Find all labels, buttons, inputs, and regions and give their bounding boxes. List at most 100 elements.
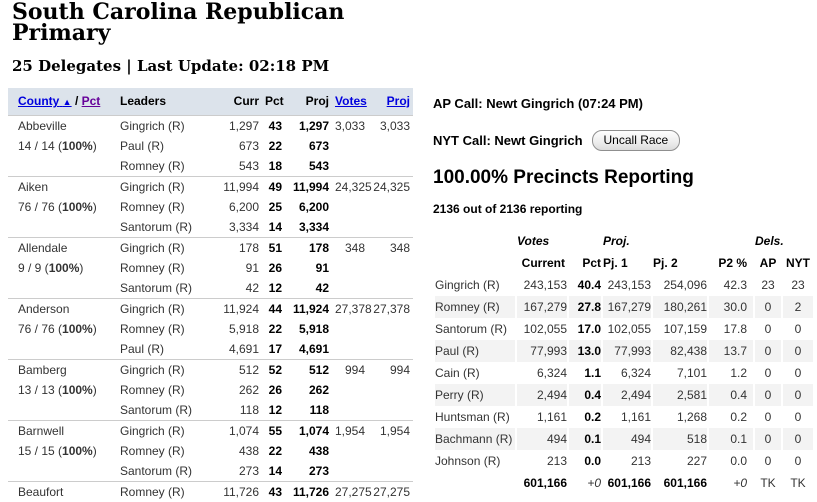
candidate-nyt-delegates: 0	[783, 384, 813, 406]
county-name: Abbeville	[18, 118, 67, 133]
sort-by-votes-link[interactable]: Votes	[335, 94, 367, 109]
p2pct-col-header: P2 %	[718, 256, 747, 270]
candidate-pj1: 6,324	[620, 366, 651, 380]
leader-curr-votes: 1,074	[212, 419, 262, 441]
totals-pj2: 601,166	[663, 476, 707, 490]
leader-name: Gingrich (R)	[120, 114, 212, 136]
candidate-pct: 17.0	[577, 322, 601, 336]
candidate-nyt-delegates: 0	[794, 454, 802, 468]
candidate-pj1: 1,161	[620, 410, 651, 424]
county-name-cell: Aiken 76 / 76 (100%)	[8, 175, 120, 237]
county-name: Anderson	[18, 301, 70, 316]
county-total-votes: 1,954	[332, 419, 368, 441]
county-header-cell: County ▲ / Pct	[8, 88, 120, 116]
proj-group-header: Proj.	[603, 234, 630, 248]
county-name: Bamberg	[18, 362, 67, 377]
precincts-reporting-detail: 2136 out of 2136 reporting	[433, 202, 583, 216]
sort-by-county-link[interactable]: County ▲	[18, 94, 72, 108]
county-proj-votes: 27,275	[368, 480, 413, 502]
candidate-pj1: 494	[603, 428, 651, 450]
county-leader-row: Romney (R) 91 26 91	[8, 258, 413, 278]
leader-proj-votes: 438	[308, 443, 329, 458]
county-total-votes	[332, 461, 368, 482]
candidate-ap-delegates: 0	[755, 428, 781, 450]
county-precincts: 9 / 9 (100%)	[18, 260, 84, 275]
totals-nyt-delegates: TK	[790, 476, 806, 490]
sort-by-pct-link[interactable]: Pct	[81, 94, 101, 109]
leader-pct: 18	[268, 158, 282, 173]
candidate-current-votes: 102,055	[523, 322, 567, 336]
uncall-race-button[interactable]: Uncall Race	[591, 130, 681, 151]
nyt-call-row: NYT Call: Newt Gingrich Uncall Race	[433, 130, 815, 151]
county-proj-votes	[368, 400, 413, 421]
county-proj-votes: 24,325	[368, 175, 413, 197]
leader-curr-votes: 4,691	[228, 341, 259, 356]
candidate-name: Perry (R)	[435, 384, 515, 406]
leader-proj-votes: 4,691	[298, 341, 329, 356]
county-leader-row: Romney (R) 438 22 438	[8, 441, 413, 461]
candidate-pj2: 518	[653, 428, 707, 450]
candidate-name: Santorum (R)	[435, 322, 508, 336]
leader-curr-votes: 178	[212, 236, 262, 258]
county-leader-row: Romney (R) 543 18 543	[8, 156, 413, 177]
county-proj-votes	[368, 197, 413, 217]
candidate-ap-delegates: 0	[764, 454, 772, 468]
leader-proj-votes: 1,074	[288, 419, 332, 441]
leader-proj-votes: 543	[308, 158, 329, 173]
county-total-votes: 3,033	[332, 114, 368, 136]
candidate-row: Huntsman (R) 1,161 0.2 1,161 1,268 0.2 0 0	[435, 406, 813, 428]
candidate-ap-delegates: 0	[755, 296, 781, 318]
candidate-current-votes: 77,993	[517, 340, 567, 362]
results-table-body: Gingrich (R) 243,153 40.4 243,153 254,096 42.…	[435, 274, 813, 494]
leader-curr-votes: 273	[238, 463, 259, 478]
county-name-cell: Beaufort	[8, 480, 120, 502]
candidate-pj2: 82,438	[653, 340, 707, 362]
leader-proj-votes: 6,200	[298, 199, 329, 214]
county-total-votes	[332, 380, 368, 400]
leader-pct: 22	[268, 321, 282, 336]
leader-pct: 14	[268, 463, 282, 478]
votes-group-header: Votes	[517, 234, 550, 248]
votes-header-cell: Votes	[332, 88, 368, 116]
county-total-votes	[332, 136, 368, 156]
candidate-row: Gingrich (R) 243,153 40.4 243,153 254,096 42.…	[435, 274, 813, 296]
leader-pct: 12	[268, 280, 282, 295]
candidate-p2-pct: 0.2	[730, 410, 747, 424]
empty-cell	[435, 252, 515, 274]
county-total-votes	[332, 319, 368, 339]
leader-curr-votes: 262	[238, 382, 259, 397]
candidate-pct: 1.1	[584, 366, 601, 380]
nyt-col-header: NYT	[786, 256, 810, 270]
candidate-pct: 0.4	[569, 384, 601, 406]
leader-proj-votes: 512	[288, 358, 332, 380]
leader-name: Santorum (R)	[120, 219, 193, 234]
leaders-header: Leaders	[120, 88, 212, 116]
sort-by-proj-link[interactable]: Proj	[386, 94, 410, 109]
county-proj-votes: 994	[368, 358, 413, 380]
candidate-p2-pct: 42.3	[723, 278, 747, 292]
county-pct-reporting: 100%	[62, 443, 93, 458]
leader-curr-votes: 673	[238, 138, 259, 153]
leader-curr-votes: 6,200	[228, 199, 259, 214]
county-pct-reporting: 100%	[48, 260, 80, 275]
results-column-header-row: Current Pct Pj. 1 Pj. 2 P2 % AP NYT	[435, 252, 813, 274]
last-update: Last Update: 02:18 PM	[136, 57, 330, 75]
candidate-pj1: 243,153	[607, 278, 651, 292]
leader-pct: 22	[268, 443, 282, 458]
nyt-call-text: NYT Call: Newt Gingrich	[433, 133, 583, 148]
leader-proj-votes: 262	[308, 382, 329, 397]
leader-pct: 17	[268, 341, 282, 356]
county-leader-row: Santorum (R) 3,334 14 3,334	[8, 217, 413, 238]
leader-pct: 51	[262, 236, 288, 258]
leader-curr-votes: 1,297	[212, 114, 262, 136]
candidate-p2-pct: 0.0	[730, 454, 747, 468]
candidate-name: Paul (R)	[435, 340, 515, 362]
county-leader-row: Allendale 9 / 9 (100%) Gingrich (R) 178 51 17…	[8, 236, 413, 298]
candidate-name: Gingrich (R)	[435, 278, 500, 292]
county-table-header-row: County ▲ / Pct Leaders Curr Pct Proj Vot…	[8, 88, 413, 116]
county-proj-votes	[368, 258, 413, 278]
candidate-nyt-delegates: 0	[794, 322, 802, 336]
current-col-header: Current	[521, 256, 565, 270]
county-total-votes	[332, 400, 368, 421]
leader-pct: 22	[268, 138, 282, 153]
